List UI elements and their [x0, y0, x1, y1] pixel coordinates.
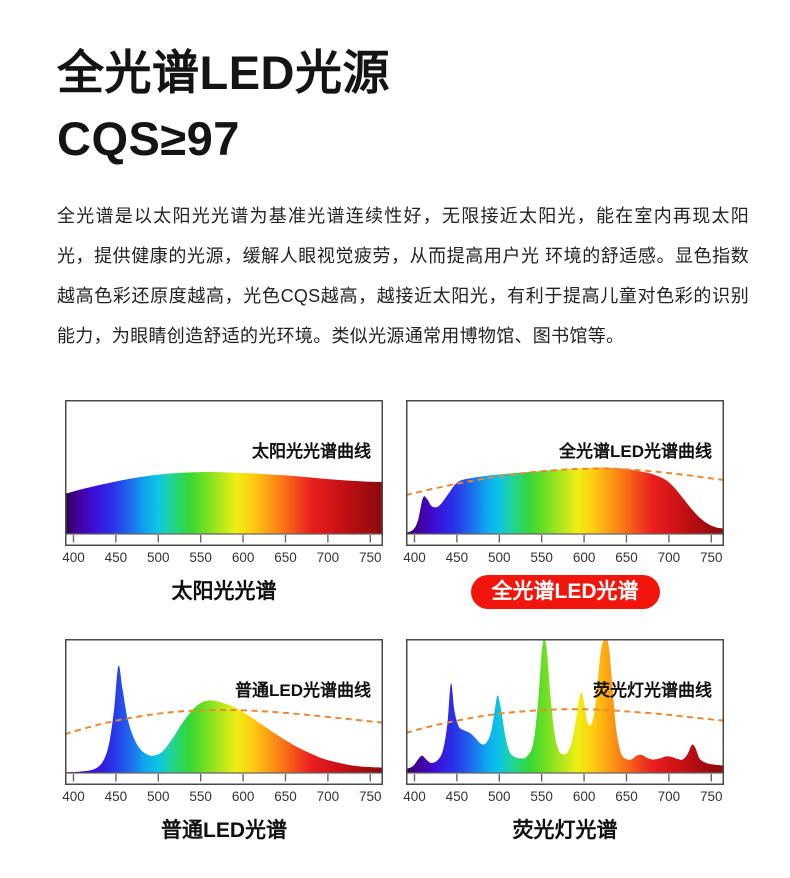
- spectrum-svg: [65, 400, 383, 546]
- x-tick-label: 700: [316, 789, 340, 804]
- x-tick-label: 600: [572, 550, 596, 565]
- reference-dashed-curve: [66, 708, 382, 735]
- chart-cell-sunlight: 太阳光光谱曲线 400 450 500 550 600 650 700 750 太阳光光谱: [62, 400, 383, 609]
- curve-label: 普通LED光谱曲线: [235, 681, 371, 700]
- chart-cell-fluorescent: 荧光灯光谱曲线 400 450 500 550 600 650 700 750 荧光灯光谱: [403, 639, 724, 844]
- x-tick-label: 650: [274, 789, 297, 804]
- x-tick-label: 450: [445, 550, 469, 565]
- title-line-2: CQS≥97: [57, 112, 240, 165]
- x-tick-label: 650: [274, 550, 297, 565]
- spectrum-area: [407, 467, 723, 534]
- x-tick-label: 600: [231, 550, 255, 565]
- intro-paragraph: 全光谱是以太阳光光谱为基准光谱连续性好，无限接近太阳光，能在室内再现太阳光，提供…: [57, 206, 749, 346]
- red-highlight-badge: 全光谱LED光谱: [470, 575, 660, 609]
- x-axis-tick-labels: 400 450 500 550 600 650 700 750: [62, 546, 383, 570]
- x-tick-label: 650: [615, 550, 638, 565]
- x-tick-label: 750: [700, 789, 723, 804]
- spectrum-area: [66, 665, 382, 773]
- reference-dashed-curve: [407, 708, 723, 734]
- curve-label: 荧光灯光谱曲线: [593, 681, 712, 700]
- x-tick-label: 400: [403, 550, 426, 565]
- x-tick-label: 450: [445, 789, 469, 804]
- x-tick-label: 600: [572, 789, 596, 804]
- chart-cell-ordinary-led: 普通LED光谱曲线 400 450 500 550 600 650 700 750 普通LED…: [62, 639, 383, 844]
- x-tick-label: 700: [316, 550, 340, 565]
- chart-caption-badge-wrap: 全光谱LED光谱: [406, 575, 724, 609]
- chart-caption: 太阳光光谱: [171, 580, 277, 603]
- x-tick-label: 550: [530, 789, 553, 804]
- x-tick-label: 750: [359, 550, 382, 565]
- x-tick-label: 550: [189, 789, 212, 804]
- x-tick-label: 650: [615, 789, 638, 804]
- chart-caption: 荧光灯光谱: [512, 819, 618, 842]
- sunlight-spectrum-chart: 太阳光光谱曲线: [65, 400, 383, 546]
- title-line-1: 全光谱LED光源: [57, 46, 390, 99]
- x-axis-tick-labels: 400 450 500 550 600 650 700 750: [403, 785, 724, 809]
- x-tick-label: 450: [104, 789, 128, 804]
- chart-cell-fullspectrum-led: 全光谱LED光谱曲线 400 450 500 550 600 650 700 750 全光谱L…: [403, 400, 724, 609]
- spectrum-area: [66, 472, 382, 534]
- x-tick-label: 750: [359, 789, 382, 804]
- spectrum-svg: [65, 639, 383, 785]
- x-tick-label: 500: [488, 550, 511, 565]
- reference-dashed-curve: [407, 467, 723, 496]
- x-tick-label: 550: [189, 550, 212, 565]
- charts-grid: 太阳光光谱曲线 400 450 500 550 600 650 700 750 太阳光光谱 全…: [62, 400, 790, 844]
- x-tick-label: 450: [104, 550, 128, 565]
- page-title: 全光谱LED光源 CQS≥97: [0, 0, 790, 172]
- ordinary-led-chart: 普通LED光谱曲线: [65, 639, 383, 785]
- chart-caption: 普通LED光谱: [161, 819, 287, 842]
- x-tick-label: 400: [62, 789, 85, 804]
- curve-label: 太阳光光谱曲线: [252, 442, 371, 461]
- x-axis-tick-labels: 400 450 500 550 600 650 700 750: [403, 546, 724, 570]
- fluorescent-lamp-chart: 荧光灯光谱曲线: [406, 639, 724, 785]
- spectrum-svg: [406, 400, 724, 546]
- fullspectrum-led-chart: 全光谱LED光谱曲线: [406, 400, 724, 546]
- x-tick-label: 500: [147, 550, 170, 565]
- x-tick-label: 700: [657, 789, 681, 804]
- curve-label: 全光谱LED光谱曲线: [559, 442, 712, 461]
- x-tick-label: 400: [403, 789, 426, 804]
- spectrum-area: [407, 640, 723, 773]
- x-tick-label: 500: [488, 789, 511, 804]
- spectrum-svg: [406, 639, 724, 785]
- x-tick-label: 500: [147, 789, 170, 804]
- x-axis-tick-labels: 400 450 500 550 600 650 700 750: [62, 785, 383, 809]
- x-tick-label: 750: [700, 550, 723, 565]
- x-tick-label: 600: [231, 789, 255, 804]
- x-tick-label: 700: [657, 550, 681, 565]
- x-tick-label: 400: [62, 550, 85, 565]
- x-tick-label: 550: [530, 550, 553, 565]
